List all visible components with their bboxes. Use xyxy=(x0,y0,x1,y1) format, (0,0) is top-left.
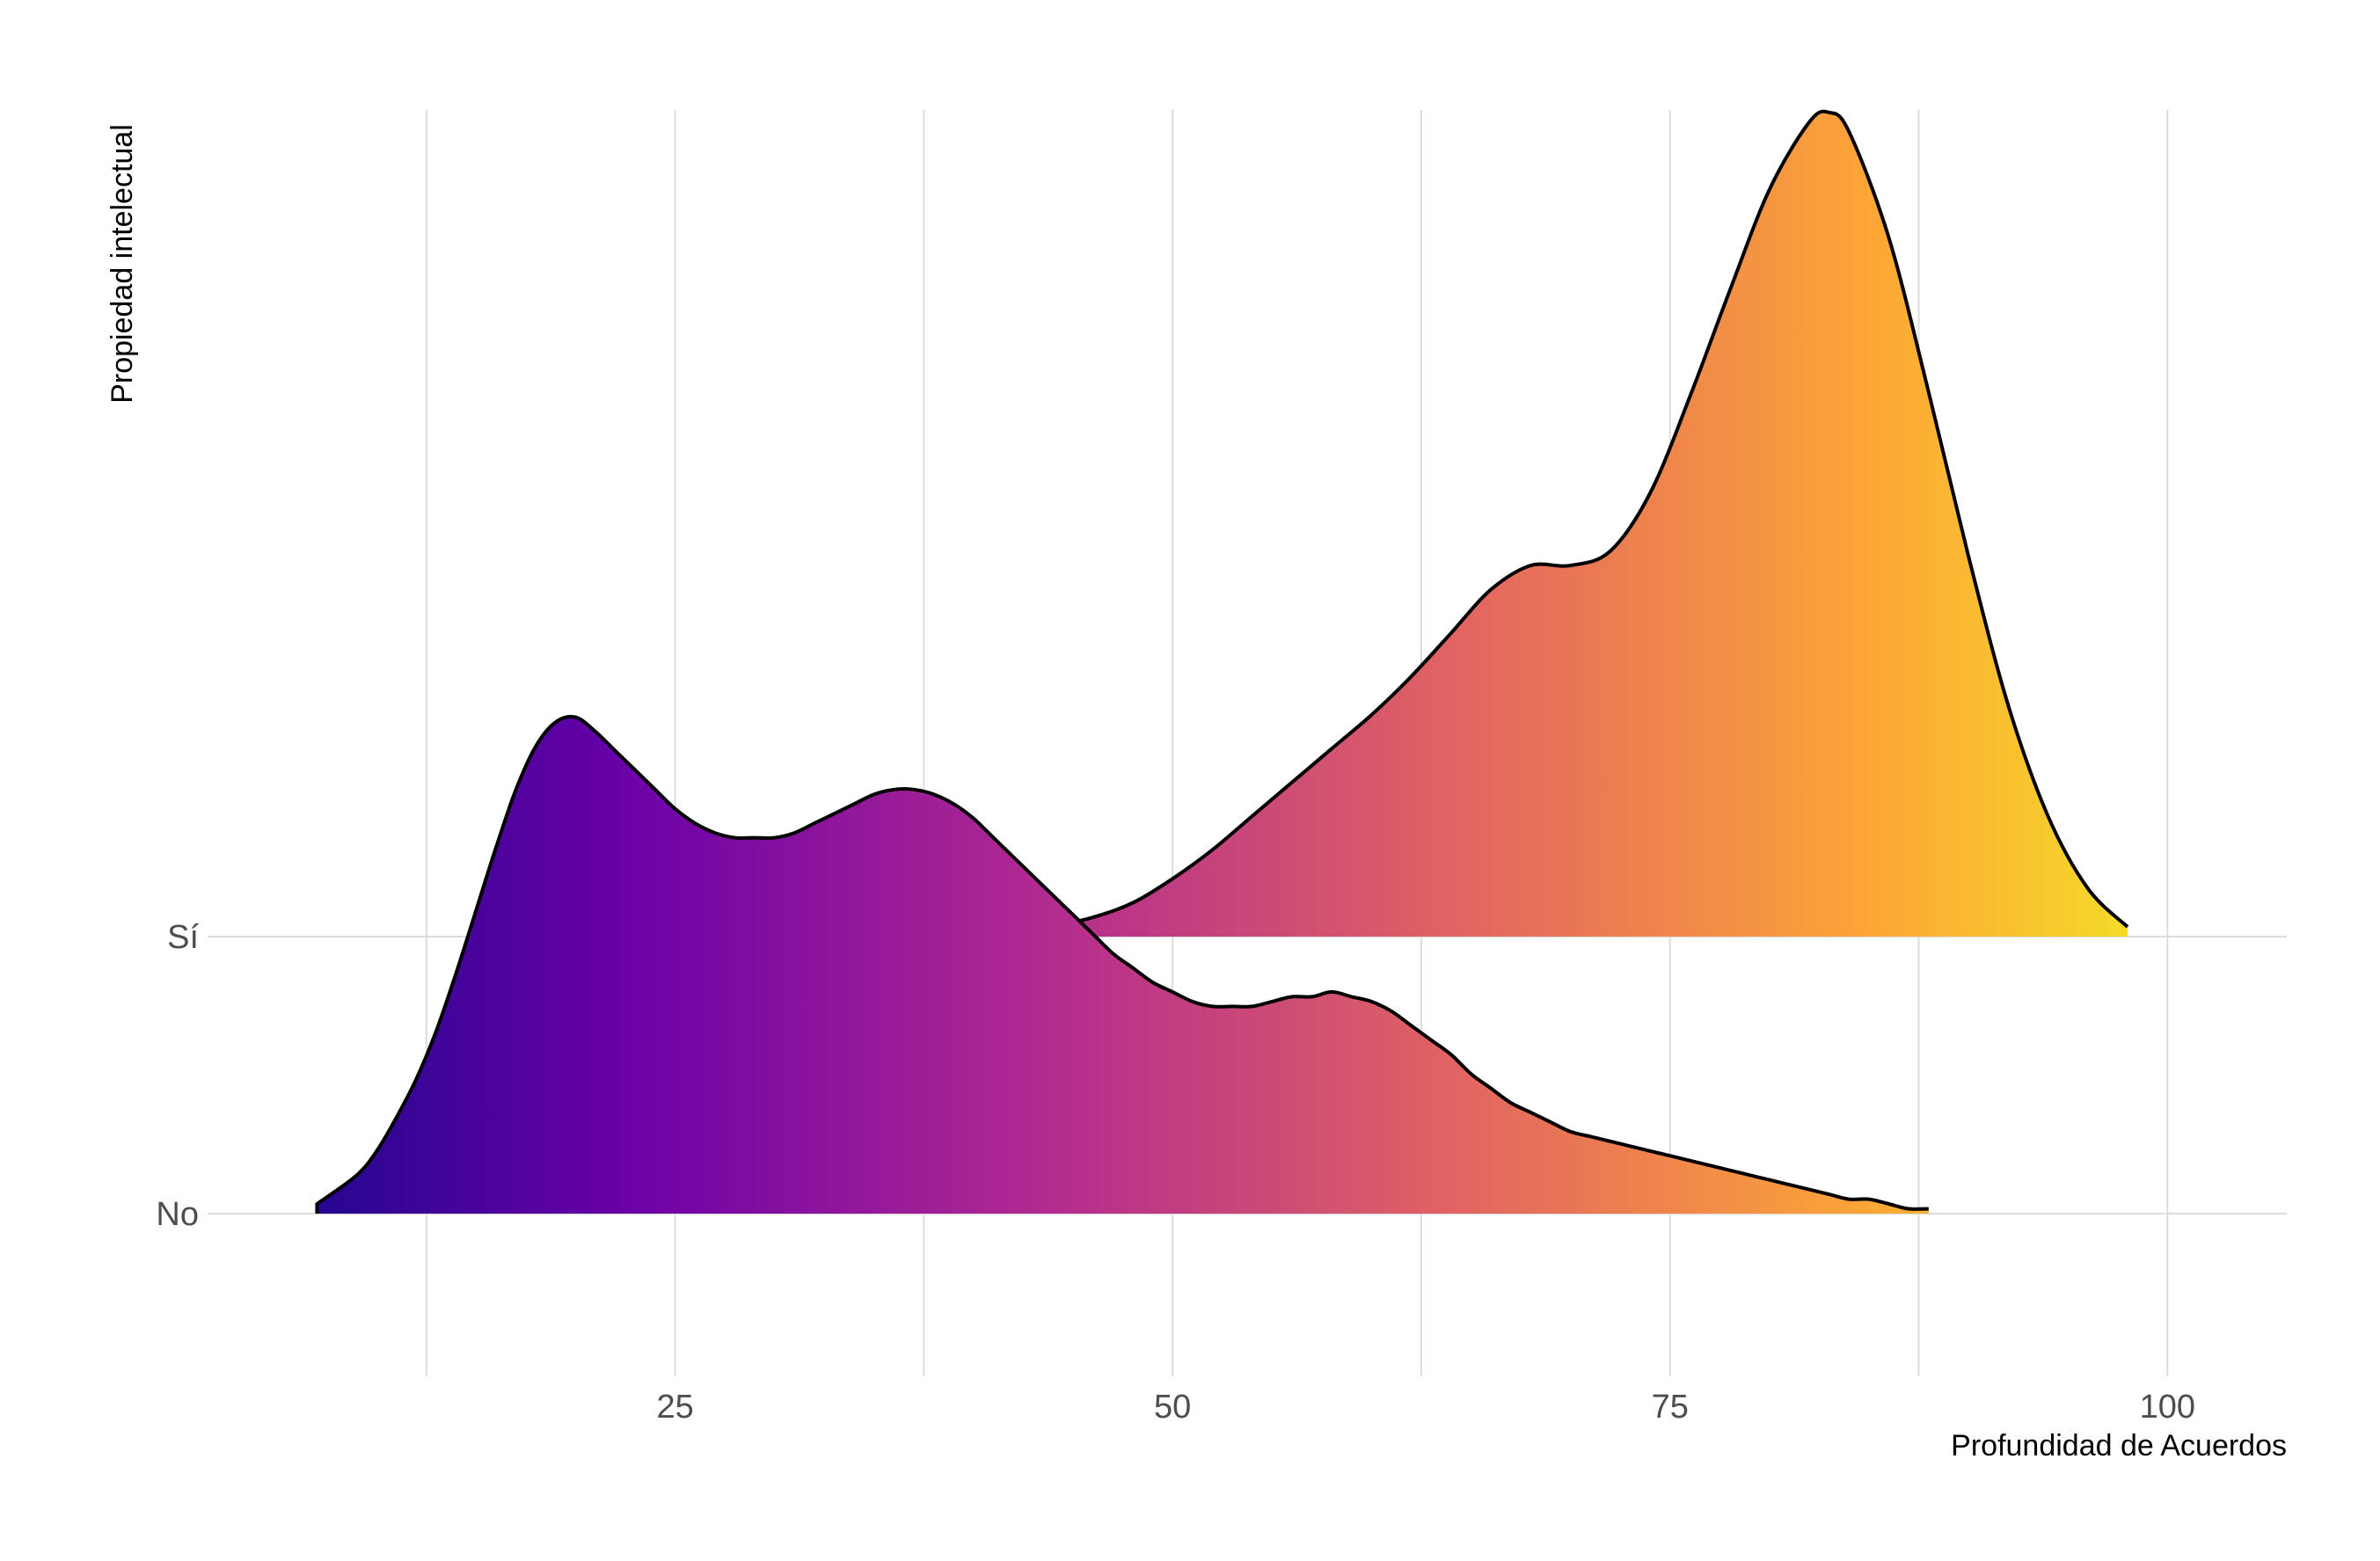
density-ridges xyxy=(315,109,2129,1214)
ridge-si xyxy=(1051,109,2129,937)
axes: 25 50 75 100 No Sí xyxy=(156,919,2195,1426)
y-axis-title: Propiedad intelectual xyxy=(106,124,139,404)
ridge-no xyxy=(315,714,1929,1214)
x-tick-label: 50 xyxy=(1154,1389,1191,1426)
x-tick-label: 100 xyxy=(2140,1389,2195,1426)
x-tick-label: 75 xyxy=(1652,1389,1689,1426)
y-tick-label: No xyxy=(156,1196,199,1233)
ridge-fill xyxy=(1053,111,2128,937)
y-tick-label: Sí xyxy=(167,919,199,956)
ridge-fill xyxy=(317,716,1929,1214)
ridge-outline xyxy=(315,714,1929,1214)
x-tick-label: 25 xyxy=(656,1389,693,1426)
ridge-outline xyxy=(1051,109,2129,937)
x-axis-title: Profundidad de Acuerdos xyxy=(1951,1429,2287,1463)
